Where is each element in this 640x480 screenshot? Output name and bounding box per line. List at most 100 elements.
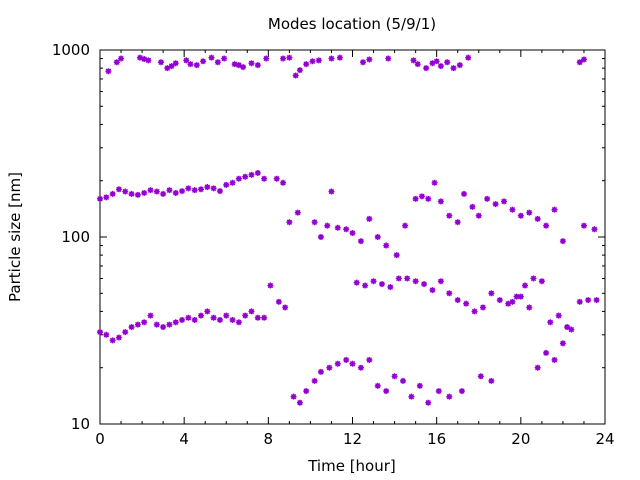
data-point	[191, 316, 198, 323]
data-point	[191, 187, 198, 194]
data-point	[446, 212, 453, 219]
data-point	[357, 364, 364, 371]
data-point	[479, 304, 486, 311]
data-point	[580, 56, 587, 63]
data-point	[465, 54, 472, 61]
data-point	[254, 62, 261, 69]
data-point	[416, 382, 423, 389]
data-point	[198, 312, 204, 319]
data-point	[585, 297, 592, 304]
data-point	[115, 334, 122, 341]
data-point	[385, 55, 392, 62]
data-point	[437, 63, 444, 70]
data-point	[292, 72, 299, 79]
data-point	[543, 222, 550, 229]
data-point	[328, 188, 335, 195]
data-point	[147, 187, 154, 194]
data-point	[254, 314, 261, 321]
data-point	[378, 281, 385, 288]
data-point	[538, 278, 545, 285]
data-point	[349, 360, 356, 367]
data-point	[387, 284, 394, 291]
data-point	[179, 188, 186, 195]
data-point	[235, 62, 242, 69]
data-point	[492, 201, 499, 208]
data-point	[437, 198, 444, 205]
data-point	[526, 209, 533, 216]
data-point	[360, 59, 367, 66]
data-point	[501, 198, 507, 205]
data-point	[242, 312, 249, 319]
data-point	[168, 63, 175, 70]
data-point	[242, 173, 249, 180]
data-point	[454, 297, 461, 304]
data-point	[105, 68, 112, 75]
data-point	[450, 65, 457, 72]
data-point	[463, 300, 470, 307]
data-point	[444, 59, 451, 66]
data-point	[210, 185, 217, 192]
data-point	[198, 186, 204, 193]
x-axis-title: Time [hour]	[307, 457, 396, 475]
data-point	[429, 60, 436, 67]
data-point	[429, 287, 436, 294]
data-point	[223, 181, 230, 188]
x-tick-label: 12	[343, 430, 362, 448]
data-point	[343, 356, 350, 363]
data-point	[229, 316, 236, 323]
data-point	[475, 212, 482, 219]
data-point	[122, 329, 129, 336]
data-point	[446, 393, 453, 400]
data-point	[383, 388, 390, 395]
data-point	[158, 59, 165, 66]
data-point	[235, 175, 242, 182]
data-point	[395, 275, 402, 282]
data-points	[97, 54, 600, 406]
data-point	[303, 388, 310, 395]
data-point	[334, 224, 341, 231]
data-point	[402, 222, 409, 229]
data-point	[366, 56, 373, 63]
data-point	[282, 304, 289, 311]
data-point	[477, 373, 484, 380]
data-point	[336, 54, 343, 61]
data-point	[267, 282, 274, 289]
data-point	[145, 57, 152, 64]
x-tick-label: 24	[595, 430, 614, 448]
data-point	[547, 319, 554, 326]
data-point	[290, 393, 297, 400]
data-point	[141, 319, 148, 326]
data-point	[393, 252, 400, 259]
data-point	[286, 54, 293, 61]
data-point	[576, 298, 583, 305]
data-point	[263, 55, 270, 62]
data-point	[235, 319, 242, 326]
data-point	[136, 54, 143, 61]
data-point	[517, 212, 524, 219]
data-point	[164, 65, 171, 72]
data-point	[216, 188, 223, 195]
data-point	[425, 399, 432, 406]
data-point	[555, 312, 562, 319]
data-point	[193, 62, 200, 69]
data-point	[153, 321, 160, 328]
data-point	[437, 278, 444, 285]
data-point	[421, 281, 428, 288]
data-point	[113, 59, 120, 66]
data-point	[229, 179, 236, 186]
data-point	[210, 314, 217, 321]
data-point	[118, 55, 125, 62]
data-point	[404, 275, 411, 282]
axis-ticks: 0 4 8 12 16 20 24 10 100 1000	[52, 41, 615, 448]
data-point	[425, 195, 432, 202]
x-tick-label: 16	[427, 430, 446, 448]
data-point	[551, 206, 558, 213]
data-point	[296, 399, 303, 406]
data-point	[374, 382, 381, 389]
data-point	[128, 324, 135, 331]
data-point	[204, 184, 211, 191]
data-point	[366, 215, 373, 222]
y-tick-label: 10	[71, 415, 90, 433]
data-point	[357, 238, 364, 245]
data-point	[286, 219, 293, 226]
